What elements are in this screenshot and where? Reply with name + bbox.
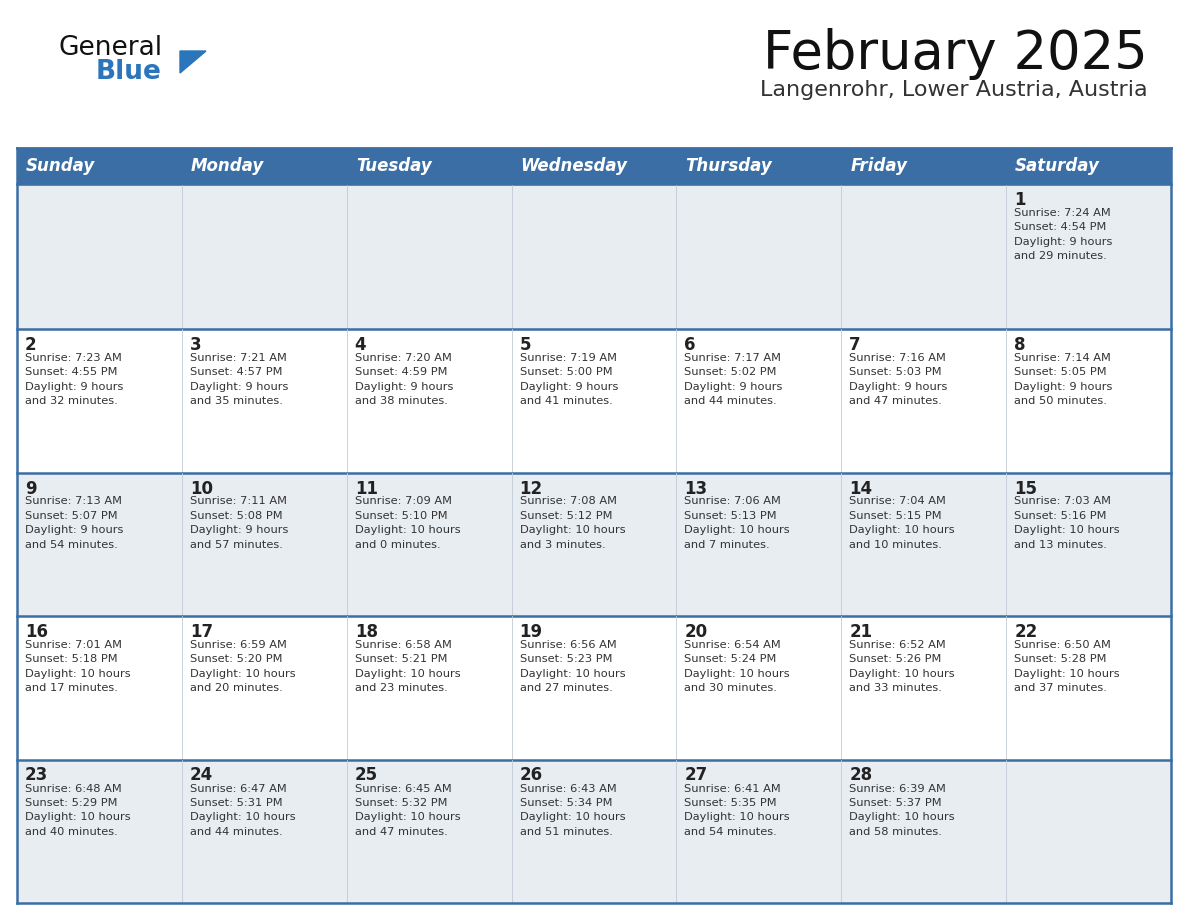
Text: 12: 12 [519,479,543,498]
Text: 22: 22 [1015,623,1037,641]
Text: Sunrise: 6:59 AM
Sunset: 5:20 PM
Daylight: 10 hours
and 20 minutes.: Sunrise: 6:59 AM Sunset: 5:20 PM Dayligh… [190,640,296,693]
Text: 7: 7 [849,336,861,354]
Text: Sunrise: 6:45 AM
Sunset: 5:32 PM
Daylight: 10 hours
and 47 minutes.: Sunrise: 6:45 AM Sunset: 5:32 PM Dayligh… [355,783,460,836]
Text: February 2025: February 2025 [763,28,1148,80]
Text: 28: 28 [849,767,872,785]
Text: Sunrise: 7:19 AM
Sunset: 5:00 PM
Daylight: 9 hours
and 41 minutes.: Sunrise: 7:19 AM Sunset: 5:00 PM Dayligh… [519,353,618,406]
Text: Friday: Friday [851,157,908,175]
Text: 21: 21 [849,623,872,641]
Text: Sunrise: 6:39 AM
Sunset: 5:37 PM
Daylight: 10 hours
and 58 minutes.: Sunrise: 6:39 AM Sunset: 5:37 PM Dayligh… [849,783,955,836]
Text: Sunrise: 6:50 AM
Sunset: 5:28 PM
Daylight: 10 hours
and 37 minutes.: Sunrise: 6:50 AM Sunset: 5:28 PM Dayligh… [1015,640,1120,693]
Text: Sunrise: 6:43 AM
Sunset: 5:34 PM
Daylight: 10 hours
and 51 minutes.: Sunrise: 6:43 AM Sunset: 5:34 PM Dayligh… [519,783,625,836]
Text: Sunday: Sunday [26,157,95,175]
Text: Monday: Monday [191,157,264,175]
Text: 9: 9 [25,479,37,498]
Text: Thursday: Thursday [685,157,772,175]
Text: Saturday: Saturday [1015,157,1100,175]
Text: Tuesday: Tuesday [355,157,431,175]
Text: 23: 23 [25,767,49,785]
Text: 5: 5 [519,336,531,354]
Text: Sunrise: 7:24 AM
Sunset: 4:54 PM
Daylight: 9 hours
and 29 minutes.: Sunrise: 7:24 AM Sunset: 4:54 PM Dayligh… [1015,208,1112,262]
Bar [17,616,1171,759]
Text: Sunrise: 6:56 AM
Sunset: 5:23 PM
Daylight: 10 hours
and 27 minutes.: Sunrise: 6:56 AM Sunset: 5:23 PM Dayligh… [519,640,625,693]
Text: Sunrise: 7:11 AM
Sunset: 5:08 PM
Daylight: 9 hours
and 57 minutes.: Sunrise: 7:11 AM Sunset: 5:08 PM Dayligh… [190,497,289,550]
Text: 17: 17 [190,623,213,641]
Text: Sunrise: 7:14 AM
Sunset: 5:05 PM
Daylight: 9 hours
and 50 minutes.: Sunrise: 7:14 AM Sunset: 5:05 PM Dayligh… [1015,353,1112,406]
Text: Langenrohr, Lower Austria, Austria: Langenrohr, Lower Austria, Austria [760,80,1148,100]
Text: 3: 3 [190,336,202,354]
Text: 11: 11 [355,479,378,498]
Text: 18: 18 [355,623,378,641]
Text: 25: 25 [355,767,378,785]
Text: Sunrise: 7:09 AM
Sunset: 5:10 PM
Daylight: 10 hours
and 0 minutes.: Sunrise: 7:09 AM Sunset: 5:10 PM Dayligh… [355,497,460,550]
Text: 19: 19 [519,623,543,641]
Text: Blue: Blue [96,59,162,85]
Text: 20: 20 [684,623,708,641]
Text: Sunrise: 7:03 AM
Sunset: 5:16 PM
Daylight: 10 hours
and 13 minutes.: Sunrise: 7:03 AM Sunset: 5:16 PM Dayligh… [1015,497,1120,550]
Polygon shape [181,51,206,73]
Text: 14: 14 [849,479,872,498]
Text: Sunrise: 7:06 AM
Sunset: 5:13 PM
Daylight: 10 hours
and 7 minutes.: Sunrise: 7:06 AM Sunset: 5:13 PM Dayligh… [684,497,790,550]
Text: 24: 24 [190,767,213,785]
Bar [17,759,1171,903]
Text: Sunrise: 7:17 AM
Sunset: 5:02 PM
Daylight: 9 hours
and 44 minutes.: Sunrise: 7:17 AM Sunset: 5:02 PM Dayligh… [684,353,783,406]
Text: Sunrise: 7:16 AM
Sunset: 5:03 PM
Daylight: 9 hours
and 47 minutes.: Sunrise: 7:16 AM Sunset: 5:03 PM Dayligh… [849,353,948,406]
Text: Sunrise: 6:48 AM
Sunset: 5:29 PM
Daylight: 10 hours
and 40 minutes.: Sunrise: 6:48 AM Sunset: 5:29 PM Dayligh… [25,783,131,836]
Text: Wednesday: Wednesday [520,157,627,175]
Text: General: General [58,35,162,61]
Text: Sunrise: 6:41 AM
Sunset: 5:35 PM
Daylight: 10 hours
and 54 minutes.: Sunrise: 6:41 AM Sunset: 5:35 PM Dayligh… [684,783,790,836]
Text: 13: 13 [684,479,708,498]
Text: Sunrise: 7:23 AM
Sunset: 4:55 PM
Daylight: 9 hours
and 32 minutes.: Sunrise: 7:23 AM Sunset: 4:55 PM Dayligh… [25,353,124,406]
Text: 6: 6 [684,336,696,354]
Text: 4: 4 [355,336,366,354]
Text: Sunrise: 7:04 AM
Sunset: 5:15 PM
Daylight: 10 hours
and 10 minutes.: Sunrise: 7:04 AM Sunset: 5:15 PM Dayligh… [849,497,955,550]
Text: Sunrise: 6:58 AM
Sunset: 5:21 PM
Daylight: 10 hours
and 23 minutes.: Sunrise: 6:58 AM Sunset: 5:21 PM Dayligh… [355,640,460,693]
Text: 1: 1 [1015,191,1025,209]
Text: 16: 16 [25,623,48,641]
Text: 8: 8 [1015,336,1025,354]
Text: 10: 10 [190,479,213,498]
Text: 27: 27 [684,767,708,785]
Text: 2: 2 [25,336,37,354]
Bar [17,184,1171,329]
Text: Sunrise: 7:20 AM
Sunset: 4:59 PM
Daylight: 9 hours
and 38 minutes.: Sunrise: 7:20 AM Sunset: 4:59 PM Dayligh… [355,353,453,406]
Text: Sunrise: 7:13 AM
Sunset: 5:07 PM
Daylight: 9 hours
and 54 minutes.: Sunrise: 7:13 AM Sunset: 5:07 PM Dayligh… [25,497,124,550]
Text: Sunrise: 7:01 AM
Sunset: 5:18 PM
Daylight: 10 hours
and 17 minutes.: Sunrise: 7:01 AM Sunset: 5:18 PM Dayligh… [25,640,131,693]
Bar [17,329,1171,473]
Text: Sunrise: 6:54 AM
Sunset: 5:24 PM
Daylight: 10 hours
and 30 minutes.: Sunrise: 6:54 AM Sunset: 5:24 PM Dayligh… [684,640,790,693]
Bar [17,148,1171,184]
Text: 15: 15 [1015,479,1037,498]
Text: Sunrise: 7:21 AM
Sunset: 4:57 PM
Daylight: 9 hours
and 35 minutes.: Sunrise: 7:21 AM Sunset: 4:57 PM Dayligh… [190,353,289,406]
Text: Sunrise: 6:47 AM
Sunset: 5:31 PM
Daylight: 10 hours
and 44 minutes.: Sunrise: 6:47 AM Sunset: 5:31 PM Dayligh… [190,783,296,836]
Text: 26: 26 [519,767,543,785]
Text: Sunrise: 7:08 AM
Sunset: 5:12 PM
Daylight: 10 hours
and 3 minutes.: Sunrise: 7:08 AM Sunset: 5:12 PM Dayligh… [519,497,625,550]
Text: Sunrise: 6:52 AM
Sunset: 5:26 PM
Daylight: 10 hours
and 33 minutes.: Sunrise: 6:52 AM Sunset: 5:26 PM Dayligh… [849,640,955,693]
Bar [17,473,1171,616]
